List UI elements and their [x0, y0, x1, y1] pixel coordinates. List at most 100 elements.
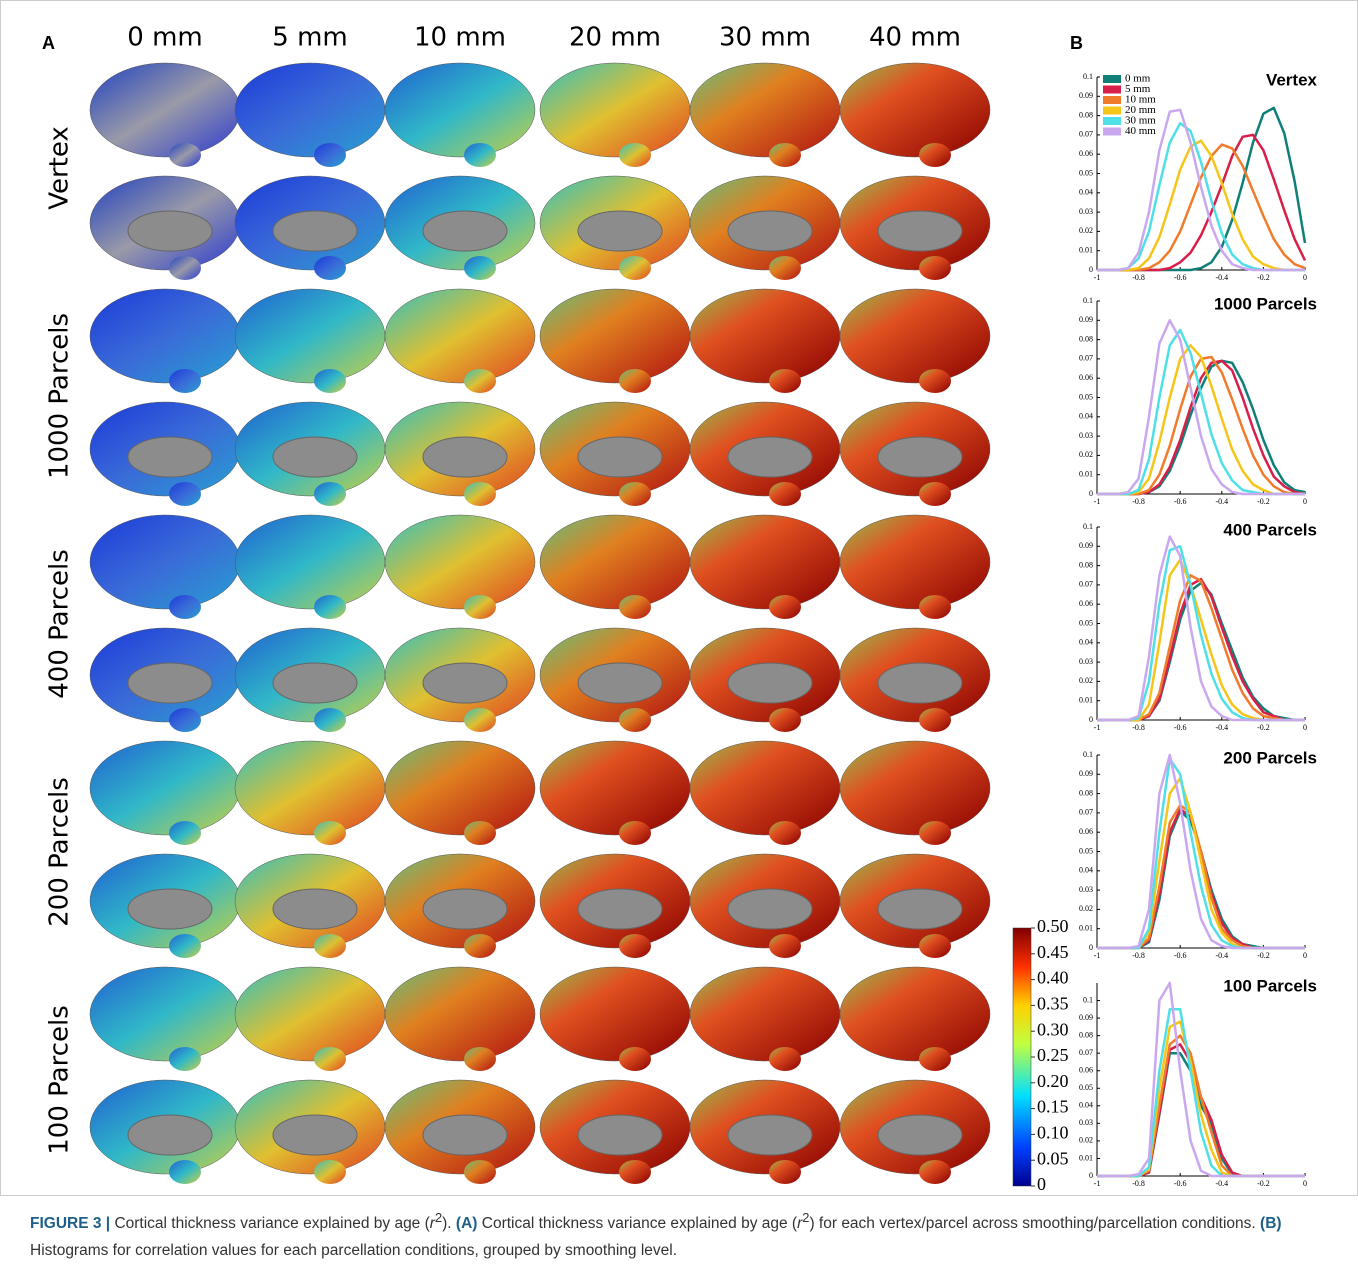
brain-stem [464, 143, 496, 167]
brain-stem [464, 1160, 496, 1184]
brain-stem [169, 482, 201, 506]
legend-swatch [1103, 96, 1121, 104]
histogram-line [1097, 344, 1305, 496]
brain-surface [89, 740, 241, 836]
row-label: 400 Parcels [45, 549, 75, 699]
brain-surface [234, 514, 386, 610]
histogram-line [1097, 981, 1305, 1178]
colorbar-tick-label: 0 [1037, 1174, 1046, 1194]
medial-wall [422, 888, 508, 930]
y-tick-label: 0.03 [1079, 1118, 1093, 1127]
colorbar-tick-label: 0.10 [1037, 1123, 1069, 1143]
brain-stem [769, 482, 801, 506]
medial-wall [727, 888, 813, 930]
column-header: 30 mm [719, 23, 811, 53]
histogram-line [1097, 133, 1307, 272]
brain-surface [839, 966, 991, 1062]
brain-stem [314, 595, 346, 619]
brain-surface [384, 288, 536, 384]
histogram-line [1097, 753, 1305, 950]
brain-stem [169, 143, 201, 167]
legend-label: 0 mm [1125, 73, 1151, 85]
brain-stem [619, 143, 651, 167]
y-tick-label: 0.09 [1079, 91, 1093, 100]
brain-surface [234, 966, 386, 1062]
brain-stem [919, 1047, 951, 1071]
colorbar-tick-label: 0.45 [1037, 942, 1069, 962]
brain-stem [769, 256, 801, 280]
y-tick-label: 0.03 [1079, 207, 1093, 216]
histogram-line [1097, 574, 1305, 722]
medial-wall [127, 662, 213, 704]
x-tick-label: 0 [1303, 273, 1307, 282]
x-tick-label: -0.6 [1174, 1179, 1187, 1188]
column-header: 0 mm [127, 23, 202, 53]
y-tick-label: 0.09 [1079, 541, 1093, 550]
brain-surface [689, 740, 841, 836]
y-tick-label: 0.06 [1079, 1066, 1093, 1075]
y-tick-label: 0.06 [1079, 827, 1093, 836]
brain-stem [169, 1047, 201, 1071]
caption-text: Cortical thickness variance explained by… [110, 1215, 430, 1233]
brain-stem [769, 934, 801, 958]
y-tick-label: 0.1 [1083, 522, 1093, 531]
figure: A B 0 mm 5 mm 10 mm 20 mm 30 mm 40 mmVertex10… [0, 0, 1358, 1196]
y-tick-label: 0.07 [1079, 1048, 1093, 1057]
medial-wall [272, 210, 358, 252]
brain-surface [839, 740, 991, 836]
column-header: 20 mm [569, 23, 661, 53]
legend-label: 30 mm [1125, 115, 1156, 127]
x-tick-label: -0.6 [1174, 951, 1187, 960]
column-header: 5 mm [272, 23, 347, 53]
brain-stem [169, 934, 201, 958]
chart-title: 400 Parcels [1223, 520, 1317, 539]
brain-surface [234, 740, 386, 836]
colorbar-tick-label: 0.20 [1037, 1071, 1069, 1091]
y-tick-label: 0.04 [1079, 638, 1093, 647]
x-tick-label: -1 [1094, 273, 1101, 282]
legend-swatch [1103, 106, 1121, 115]
caption-text: r [797, 1215, 803, 1233]
y-tick-label: 0.01 [1079, 1153, 1093, 1162]
x-tick-label: 0 [1303, 723, 1307, 732]
brain-stem [919, 482, 951, 506]
brain-surface [234, 288, 386, 384]
brain-surface [234, 62, 386, 158]
colorbar-tick-label: 0.25 [1037, 1045, 1069, 1065]
brain-stem [919, 256, 951, 280]
y-tick-label: 0.06 [1079, 149, 1093, 158]
panel-label: A [42, 33, 55, 53]
brain-surface [539, 514, 691, 610]
y-tick-label: 0.05 [1079, 846, 1093, 855]
caption-text: r [429, 1215, 435, 1233]
x-tick-label: -1 [1094, 723, 1101, 732]
histogram-line [1097, 807, 1305, 950]
brain-stem [619, 821, 651, 845]
brain-stem [619, 1047, 651, 1071]
y-tick-label: 0.04 [1079, 1101, 1093, 1110]
x-tick-label: -0.4 [1215, 497, 1228, 506]
chart-title: 200 Parcels [1223, 748, 1317, 767]
x-tick-label: -0.8 [1132, 497, 1145, 506]
y-tick-label: 0.01 [1079, 924, 1093, 933]
brain-surface [89, 62, 241, 158]
y-tick-label: 0.09 [1079, 1013, 1093, 1022]
legend-swatch [1103, 127, 1121, 136]
x-tick-label: -0.8 [1132, 1179, 1145, 1188]
brain-stem [919, 934, 951, 958]
brain-stem [169, 708, 201, 732]
caption-text: Histograms for correlation values for ea… [30, 1242, 678, 1260]
histogram-line [1097, 535, 1305, 722]
brain-stem [464, 482, 496, 506]
caption-text: 2 [802, 1210, 810, 1225]
brain-stem [619, 1160, 651, 1184]
legend-label: 5 mm [1125, 83, 1151, 95]
brain-stem [169, 595, 201, 619]
y-tick-label: 0.08 [1079, 560, 1093, 569]
x-tick-label: -0.4 [1215, 1179, 1228, 1188]
x-tick-label: -1 [1094, 951, 1101, 960]
y-tick-label: 0.07 [1079, 808, 1093, 817]
x-tick-label: -0.8 [1132, 723, 1145, 732]
medial-wall [422, 1114, 508, 1156]
histogram-line [1097, 122, 1305, 272]
